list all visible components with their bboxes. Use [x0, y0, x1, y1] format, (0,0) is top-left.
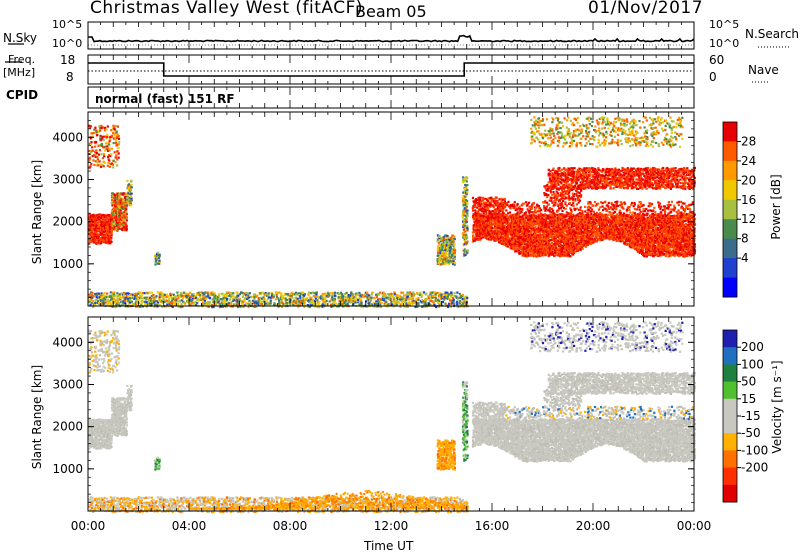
- power-colorbar-tick-label: 8: [741, 232, 749, 246]
- velocity-colorbar-tick-label: 200: [741, 340, 764, 354]
- velocity-colorbar-swatch: [723, 330, 737, 348]
- velocity-colorbar-swatch: [723, 364, 737, 382]
- velocity-ytick-label: 4000: [52, 335, 83, 349]
- radar-plot-svg: 1000 2000 3000 4000 1000 2000 3000 4000 00:00 04:…: [0, 0, 800, 554]
- power-colorbar-tick-label: 4: [741, 251, 749, 265]
- velocity-ytick-label: 2000: [52, 420, 83, 434]
- power-colorbar-tick-label: 28: [741, 134, 756, 148]
- velocity-heatmap-cells: [88, 321, 696, 513]
- xtick-label: 04:00: [172, 519, 207, 533]
- velocity-colorbar-label: Velocity [m s⁻¹]: [770, 357, 784, 457]
- power-colorbar-swatch: [723, 161, 737, 181]
- velocity-colorbar-tick-label: -200: [741, 461, 768, 475]
- xtick-label: 00:00: [71, 519, 106, 533]
- power-ytick-label: 1000: [52, 257, 83, 271]
- power-colorbar-swatch: [723, 278, 737, 298]
- power-colorbar-tick-label: 20: [741, 173, 756, 187]
- velocity-colorbar-tick-label: 100: [741, 357, 764, 371]
- velocity-colorbar-swatch: [723, 382, 737, 400]
- power-colorbar-swatch: [723, 219, 737, 239]
- noise-sky-line: [88, 36, 694, 42]
- power-colorbar-swatch: [723, 180, 737, 200]
- xtick-label: 00:00: [677, 519, 712, 533]
- velocity-colorbar-tick-label: 50: [741, 375, 756, 389]
- xtick-label: 20:00: [576, 519, 611, 533]
- power-colorbar-swatch: [723, 141, 737, 161]
- power-ytick-label: 2000: [52, 215, 83, 229]
- velocity-colorbar-swatch: [723, 416, 737, 434]
- velocity-colorbar-swatch: [723, 347, 737, 365]
- power-colorbar-label: Power [dB]: [769, 167, 783, 247]
- freq-line: [88, 63, 694, 76]
- velocity-colorbar-swatch: [723, 399, 737, 417]
- power-ytick-label: 3000: [52, 172, 83, 186]
- velocity-colorbar-swatch: [723, 468, 737, 486]
- x-axis-label: Time UT: [364, 539, 413, 553]
- power-colorbar-tick-label: 16: [741, 193, 756, 207]
- power-colorbar-swatch: [723, 239, 737, 259]
- velocity-ylabel: Slant Range [km]: [30, 362, 44, 472]
- power-colorbar-tick-label: 24: [741, 154, 756, 168]
- xtick-label: 08:00: [273, 519, 308, 533]
- xtick-label: 16:00: [475, 519, 510, 533]
- power-colorbar-swatch: [723, 258, 737, 278]
- power-ylabel: Slant Range [km]: [30, 157, 44, 267]
- velocity-colorbar-tick-label: -50: [741, 426, 761, 440]
- power-ytick-label: 4000: [52, 130, 83, 144]
- velocity-colorbar-swatch: [723, 433, 737, 451]
- velocity-colorbar-tick-label: 15: [741, 392, 756, 406]
- velocity-ytick-label: 1000: [52, 462, 83, 476]
- power-colorbar-tick-label: 12: [741, 212, 756, 226]
- power-colorbar-swatch: [723, 122, 737, 142]
- velocity-colorbar-tick-label: -15: [741, 409, 761, 423]
- xtick-label: 12:00: [374, 519, 409, 533]
- power-colorbar-swatch: [723, 200, 737, 220]
- velocity-colorbar-swatch: [723, 485, 737, 503]
- velocity-colorbar-swatch: [723, 450, 737, 468]
- velocity-colorbar-tick-label: -100: [741, 443, 768, 457]
- power-heatmap-cells: [88, 116, 696, 308]
- velocity-ytick-label: 3000: [52, 377, 83, 391]
